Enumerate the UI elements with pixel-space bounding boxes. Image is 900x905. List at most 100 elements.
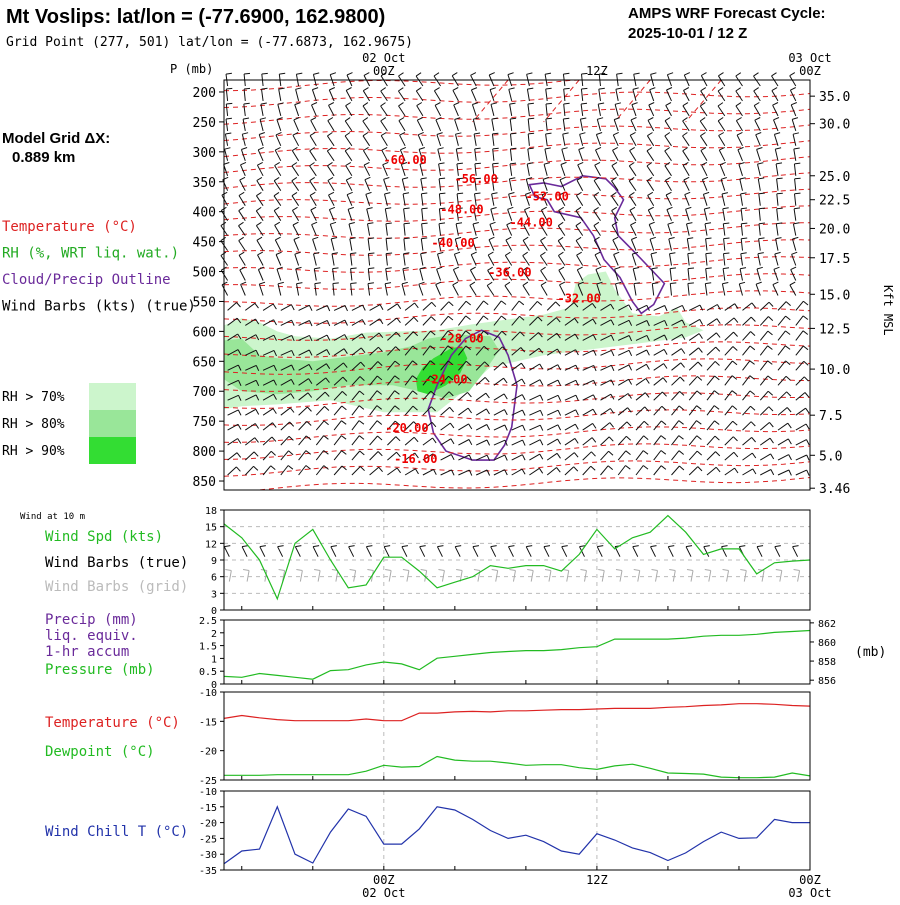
wind-barb: [629, 146, 637, 162]
wind-barb: [613, 117, 620, 132]
wind-barb-grid: [686, 569, 694, 582]
wind-barb: [506, 221, 513, 236]
wind-barb: [328, 102, 335, 117]
wind-barb: [742, 390, 756, 401]
temperature-contour-label: -44.00: [510, 215, 553, 229]
wind-barb: [470, 72, 477, 87]
wind-barb: [704, 282, 712, 296]
wind-barb: [475, 392, 490, 401]
wind-barb: [261, 87, 268, 101]
wind-barb: [255, 221, 264, 236]
wind-barb: [546, 348, 562, 356]
wind-barb: [706, 420, 720, 431]
wind-barb: [739, 267, 747, 281]
wind-barb: [759, 406, 774, 416]
wind-barb: [777, 422, 792, 431]
wind-barb: [255, 206, 264, 221]
wind-barb: [666, 87, 673, 102]
wind-barb: [529, 409, 544, 416]
wind-barb: [600, 465, 614, 476]
wind-barb: [791, 117, 799, 132]
wind-barb: [384, 282, 392, 296]
wind-barb: [474, 192, 481, 206]
wind-barb: [316, 319, 331, 327]
wind-barb-true: [490, 545, 497, 557]
wind-barb: [615, 281, 622, 296]
wind-barb: [333, 319, 348, 326]
wind-barb: [400, 162, 408, 176]
wind-barb: [617, 435, 632, 446]
wind-barb: [316, 349, 331, 356]
wind-barb: [458, 454, 473, 461]
wind-barb: [671, 405, 685, 416]
wind-barb: [387, 346, 401, 356]
top-hour-label: 00Z: [373, 64, 395, 78]
wind-barb: [331, 252, 338, 266]
wind-chill-panel: -35 -30 -25 -20 -15 -10 Wind Chill T (°C): [45, 787, 811, 877]
wind-barb: [345, 87, 353, 102]
wind-barb: [777, 407, 792, 416]
wind-barb: [546, 452, 561, 461]
wind-barb: [688, 333, 703, 341]
wind-barb: [369, 451, 383, 461]
wind-barb: [458, 439, 473, 446]
wind-barb: [635, 349, 650, 356]
wind-barb: [617, 364, 633, 371]
wind-barb-grid: [438, 569, 445, 582]
wind-barb: [582, 394, 597, 401]
wind-barb: [438, 177, 446, 191]
wind-barb: [493, 469, 508, 476]
wind-barb: [239, 176, 246, 191]
wind-barb: [491, 177, 499, 191]
wind-barb: [493, 439, 508, 446]
wind-barb: [509, 102, 516, 116]
wind-barb: [333, 391, 348, 401]
wind-barb: [564, 317, 579, 326]
wind-barb: [671, 450, 685, 461]
wind-barb: [545, 87, 552, 101]
wind-barb: [369, 304, 384, 311]
temperature-contour: [223, 426, 811, 443]
temperature-contour: [223, 273, 811, 290]
wind-barb: [686, 237, 694, 251]
wind-barb: [351, 435, 365, 446]
wind-barb: [593, 221, 601, 236]
wind-barb: [564, 364, 579, 371]
wind-barb: [366, 207, 373, 221]
wind-barb: [511, 315, 525, 326]
wind-barb: [493, 300, 507, 311]
wind-barb: [582, 334, 597, 341]
wind-barb: [458, 330, 471, 341]
legend-item: RH (%, WRT liq. wat.): [2, 246, 179, 262]
wind-barb: [511, 394, 526, 401]
wind-barb: [740, 192, 747, 206]
wind-barb: [245, 318, 260, 326]
wind-barb: [422, 360, 436, 371]
wind-barb: [653, 405, 667, 416]
temperature-contour-label: -32.00: [557, 291, 600, 305]
wind-barb: [438, 207, 446, 221]
wind-barb: [671, 333, 686, 341]
wind-barb: [632, 87, 639, 102]
wind-barb: [436, 132, 443, 146]
temperature-contour: [614, 79, 651, 123]
wind-barb: [600, 408, 615, 416]
wind-barb: [682, 102, 690, 117]
wind-barb: [635, 465, 649, 476]
wind-barb: [688, 435, 702, 446]
wind-barb: [380, 87, 388, 102]
wind-barb: [404, 360, 418, 371]
wind-barb: [274, 146, 282, 162]
temperature-contour: [223, 290, 811, 307]
wind-barb: [777, 454, 792, 461]
wind-barb: [564, 379, 579, 386]
wind-barb: [454, 236, 462, 251]
wind-barb: [564, 452, 579, 461]
right-tick-label: 15.0: [819, 288, 850, 303]
y-tick-label: 0: [211, 606, 217, 617]
wind-barb: [438, 162, 445, 176]
wind-barb: [238, 206, 246, 221]
wind-barb: [244, 437, 259, 446]
wind-barb: [582, 302, 597, 311]
wind-barb: [227, 394, 242, 401]
